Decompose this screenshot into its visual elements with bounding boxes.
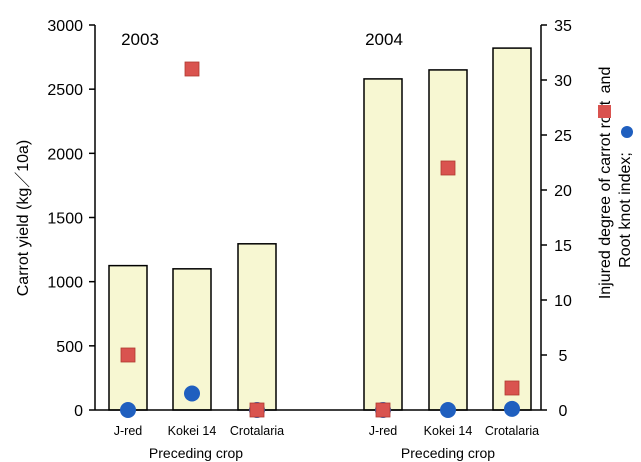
legend-square-icon (598, 105, 611, 118)
category-label-2004-kokei-14: Kokei 14 (424, 424, 473, 438)
bar-2003-j-red (108, 264, 148, 411)
bar-2004-j-red (363, 78, 403, 411)
left-axis-title: Carrot yield (kg／10a) (15, 140, 32, 297)
right-tick-label-20: 20 (554, 183, 572, 200)
right-tick-label-5: 5 (559, 348, 568, 365)
left-tick-label-0: 0 (74, 403, 83, 420)
year-label-2003: 2003 (121, 30, 159, 49)
axes (89, 24, 547, 411)
injured-point-2003-j-red (120, 347, 136, 363)
left-tick-label-2000: 2000 (47, 146, 83, 163)
category-label-2004-crotalaria: Crotalaria (485, 424, 539, 438)
right-axis-title-line2: Root knot index; (617, 152, 634, 268)
markers (120, 61, 520, 418)
injured-point-2003-crotalaria (249, 402, 265, 418)
root-knot-point-2003-j-red (120, 402, 136, 418)
root-knot-point-2004-kokei-14 (440, 402, 456, 418)
left-tick-label-3000: 3000 (47, 18, 83, 35)
right-tick-label-30: 30 (554, 73, 572, 90)
left-tick-label-1000: 1000 (47, 275, 83, 292)
right-tick-label-0: 0 (559, 403, 568, 420)
category-label-2003-j-red: J-red (114, 424, 143, 438)
category-label-2004-j-red: J-red (369, 424, 398, 438)
right-tick-label-25: 25 (554, 128, 572, 145)
labels: 0 500 1000 1500 2000 2500 3000 0 5 10 15 20 25 30 35 J-… (15, 18, 634, 461)
yield-bars (108, 47, 532, 411)
category-label-2003-kokei-14: Kokei 14 (168, 424, 217, 438)
injured-point-2004-crotalaria (504, 380, 520, 396)
right-tick-label-35: 35 (554, 18, 572, 35)
right-axis-title-and: and (597, 67, 614, 94)
injured-point-2003-kokei-14 (184, 61, 200, 77)
injured-point-2004-j-red (375, 402, 391, 418)
injured-point-2004-kokei-14 (440, 160, 456, 176)
bar-2003-crotalaria (237, 243, 277, 411)
right-tick-label-15: 15 (554, 238, 572, 255)
right-tick-label-10: 10 (554, 293, 572, 310)
x-axis-title-2003: Preceding crop (149, 445, 243, 461)
root-knot-point-2003-kokei-14 (184, 385, 200, 402)
category-label-2003-crotalaria: Crotalaria (230, 424, 284, 438)
year-label-2004: 2004 (365, 30, 403, 49)
legend-circle-icon (621, 126, 633, 138)
left-tick-label-2500: 2500 (47, 82, 83, 99)
left-tick-label-500: 500 (56, 339, 83, 356)
bar-2004-kokei-14 (428, 69, 468, 411)
root-knot-point-2004-crotalaria (504, 400, 520, 417)
x-axis-title-2004: Preceding crop (401, 445, 495, 461)
right-axis-title-line1: Injured degree of carrot root (597, 100, 614, 299)
left-tick-label-1500: 1500 (47, 211, 83, 228)
bar-2004-crotalaria (492, 47, 532, 411)
